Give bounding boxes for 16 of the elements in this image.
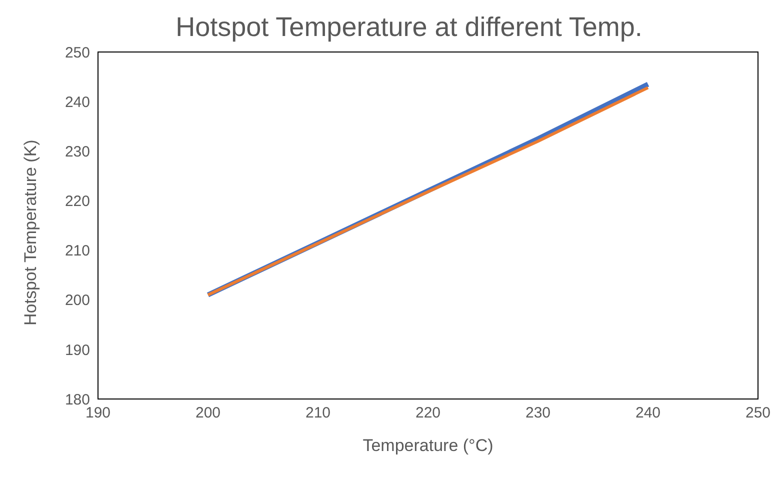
x-tick-label: 230	[525, 404, 551, 422]
y-tick-label: 210	[64, 242, 90, 260]
y-tick-label: 240	[64, 94, 90, 111]
y-tick-label: 230	[64, 143, 90, 160]
chart-title: Hotspot Temperature at different Temp.	[174, 11, 644, 44]
y-tick-label: 250	[64, 44, 90, 62]
x-axis-title: Temperature (°C)	[362, 436, 494, 455]
y-tick-label: 220	[64, 193, 90, 210]
x-tick-label: 240	[635, 404, 661, 422]
x-tick-label: 220	[415, 404, 441, 422]
x-tick-label: 210	[305, 404, 331, 422]
y-axis-title: Hotspot Temperature (K)	[21, 140, 40, 326]
x-tick-label: 200	[195, 404, 221, 422]
y-tick-label: 200	[64, 292, 90, 310]
y-tick-label: 190	[64, 342, 90, 359]
x-tick-label: 250	[745, 404, 771, 422]
